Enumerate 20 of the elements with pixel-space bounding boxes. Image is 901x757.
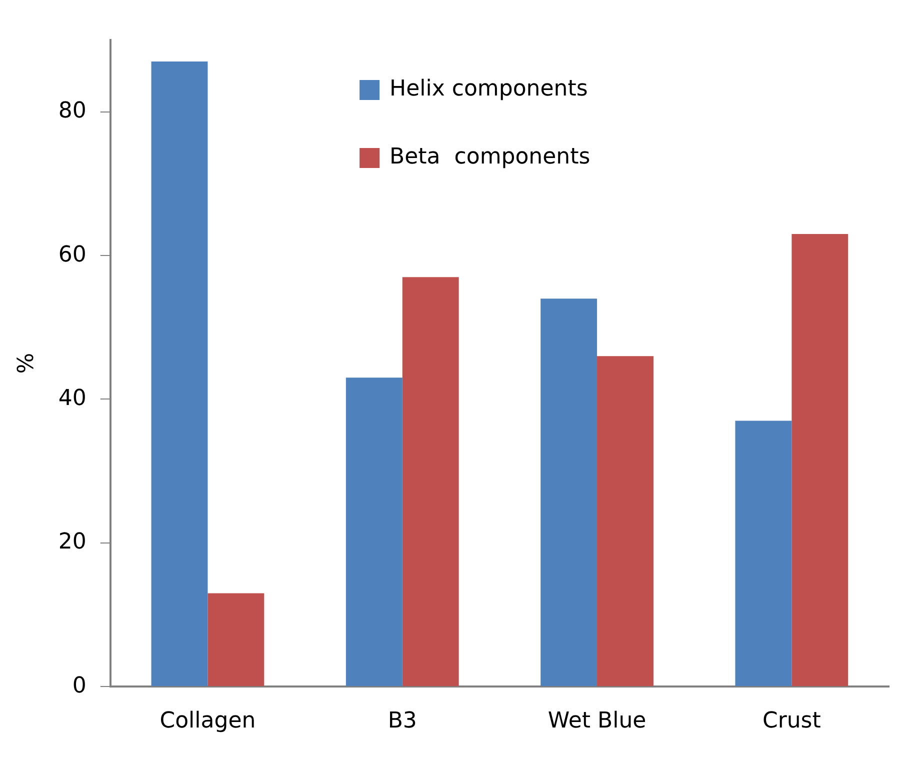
bar [151, 62, 208, 686]
x-tick-label: B3 [388, 708, 417, 734]
bar [540, 298, 598, 686]
bar [792, 234, 848, 686]
bar [346, 378, 402, 686]
legend-label: Helix components [390, 76, 588, 102]
x-tick-label: Wet Blue [548, 708, 646, 734]
y-tick-label: 20 [58, 530, 86, 555]
legend-label: Beta components [390, 144, 590, 170]
y-tick-label: 60 [58, 242, 86, 268]
x-tick-label: Collagen [160, 708, 256, 734]
y-axis-title: % [14, 352, 39, 374]
y-tick-label: 80 [58, 98, 86, 124]
bar [402, 277, 459, 686]
y-tick-label: 0 [72, 673, 86, 698]
bar [597, 356, 654, 686]
y-tick-label: 40 [58, 386, 86, 411]
bar [735, 420, 792, 686]
x-tick-label: Crust [762, 708, 822, 734]
bar [208, 593, 264, 686]
